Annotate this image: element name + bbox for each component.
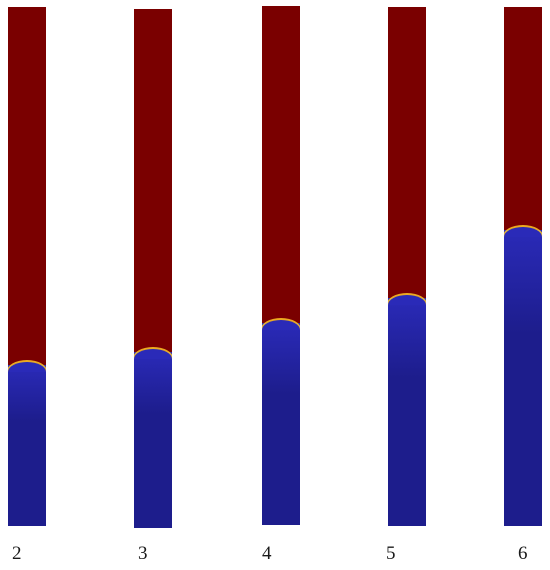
fluid-column-frame-5 (388, 7, 426, 526)
upper-fluid-region (262, 6, 300, 323)
lower-fluid-region (262, 323, 300, 525)
upper-fluid-region (388, 7, 426, 298)
fluid-interface-meniscus (8, 362, 46, 372)
fluid-interface-meniscus (134, 349, 172, 359)
frame-label: 2 (12, 543, 22, 564)
fluid-interface-meniscus (388, 295, 426, 305)
fluid-column-frame-4 (262, 6, 300, 525)
fluid-interface-meniscus (504, 227, 542, 237)
lower-fluid-region (8, 365, 46, 526)
upper-fluid-region (8, 7, 46, 365)
fluid-column-frame-6 (504, 7, 542, 526)
lower-fluid-region (134, 352, 172, 528)
lower-fluid-region (504, 230, 542, 526)
fluid-interface-meniscus (262, 320, 300, 330)
fluid-column-frame-3 (134, 9, 172, 528)
frame-label: 6 (518, 543, 528, 564)
fluid-column-frame-2 (8, 7, 46, 526)
upper-fluid-region (134, 9, 172, 352)
upper-fluid-region (504, 7, 542, 230)
frame-label: 4 (262, 543, 272, 564)
lower-fluid-region (388, 298, 426, 526)
frame-label: 3 (138, 543, 148, 564)
frame-label: 5 (386, 543, 396, 564)
